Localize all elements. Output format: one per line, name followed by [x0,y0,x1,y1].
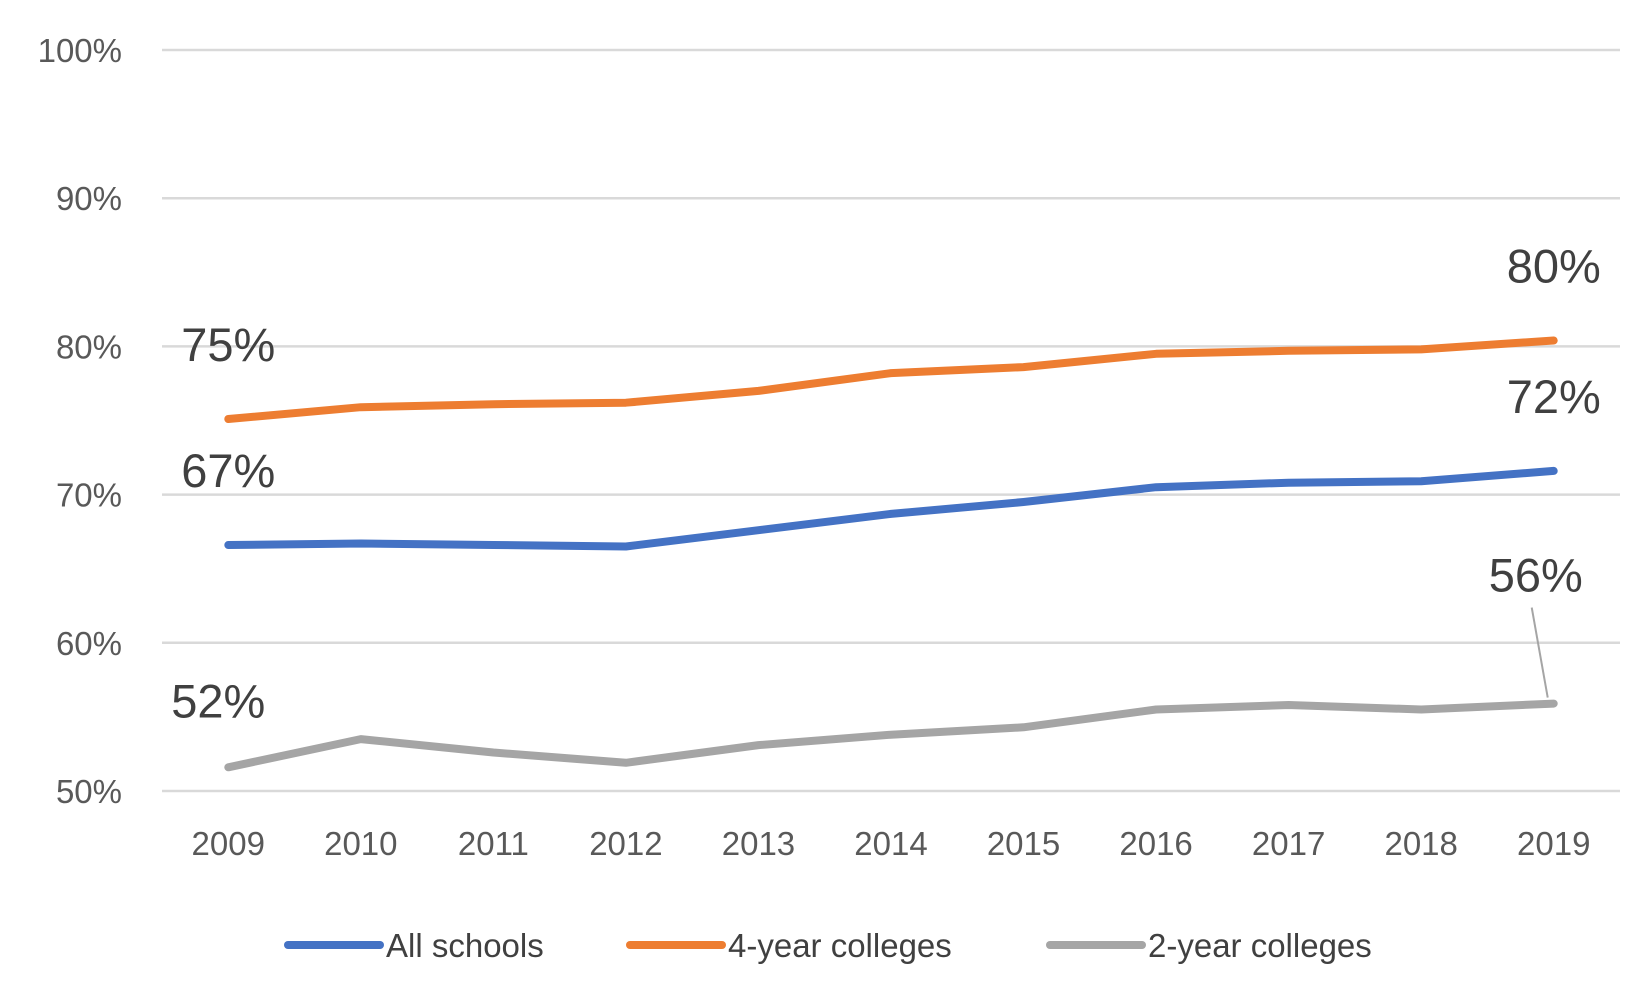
y-tick-label: 80% [56,328,122,365]
x-tick-label: 2014 [854,825,927,862]
legend-label: 2-year colleges [1148,927,1372,964]
x-tick-label: 2011 [458,825,529,862]
y-tick-label: 100% [38,32,122,69]
x-tick-label: 2019 [1517,825,1590,862]
data-label: 72% [1507,370,1601,423]
legend-label: 4-year colleges [728,927,952,964]
x-tick-label: 2017 [1252,825,1325,862]
series-line-1 [224,466,1558,551]
series-line-3 [224,699,1558,772]
series-line-2 [224,336,1558,423]
y-tick-label: 70% [56,477,122,514]
gridlines [162,48,1620,793]
data-label: 80% [1507,239,1601,292]
data-label: 75% [181,318,275,371]
y-axis: 50% 60% 70% 80% 90% 100% [38,32,122,810]
data-label: 67% [181,444,275,497]
legend-label: All schools [386,927,544,964]
data-label: 56% [1489,549,1583,602]
data-label: 52% [171,674,265,727]
data-labels: 75% 80% 67% 72% 52% 56% [171,239,1601,727]
y-tick-label: 50% [56,773,122,810]
x-tick-label: 2009 [192,825,265,862]
x-axis: 2009 2010 2011 2012 2013 2014 2015 2016 2017 2018… [192,825,1591,862]
x-tick-label: 2010 [324,825,397,862]
x-tick-label: 2016 [1119,825,1192,862]
y-tick-label: 60% [56,625,122,662]
x-tick-label: 2012 [589,825,662,862]
data-label-leader-line [1530,607,1549,698]
series-lines [224,336,1558,772]
y-tick-label: 90% [56,180,122,217]
legend: All schools 4-year colleges 2-year college… [284,927,1372,964]
x-tick-label: 2013 [722,825,795,862]
x-tick-label: 2018 [1384,825,1457,862]
x-tick-label: 2015 [987,825,1060,862]
